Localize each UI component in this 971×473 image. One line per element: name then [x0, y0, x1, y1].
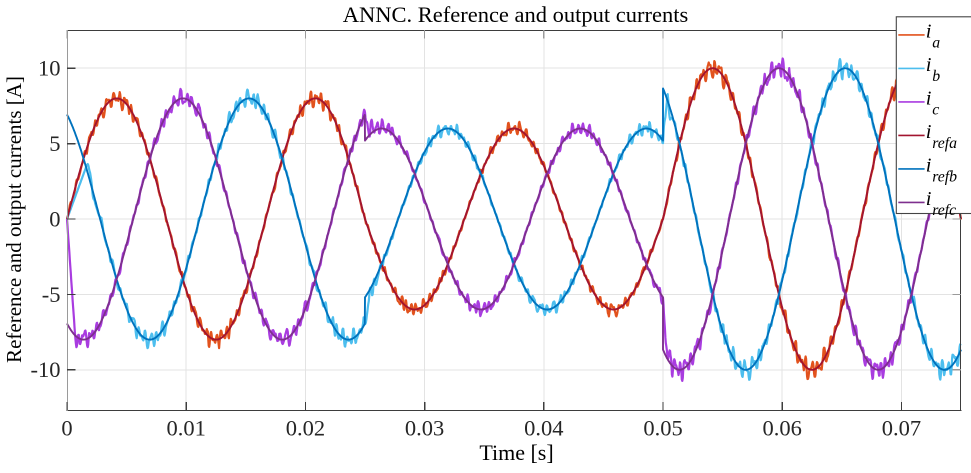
svg-text:0.07: 0.07: [882, 416, 921, 441]
svg-text:ANNC. Reference and output cur: ANNC. Reference and output currents: [343, 2, 689, 27]
svg-text:0.06: 0.06: [763, 416, 802, 441]
svg-text:0.02: 0.02: [286, 416, 325, 441]
svg-text:refb: refb: [932, 168, 957, 185]
svg-text:i: i: [926, 155, 932, 177]
svg-text:i: i: [926, 121, 932, 143]
svg-text:b: b: [932, 68, 940, 85]
svg-text:0.03: 0.03: [405, 416, 444, 441]
svg-text:5: 5: [49, 131, 60, 156]
svg-text:i: i: [926, 188, 932, 210]
svg-text:i: i: [926, 21, 932, 43]
svg-text:i: i: [926, 88, 932, 110]
svg-text:-10: -10: [31, 357, 61, 382]
svg-text:0: 0: [61, 416, 72, 441]
svg-text:i: i: [926, 54, 932, 76]
svg-text:10: 10: [38, 56, 61, 81]
svg-text:a: a: [932, 34, 940, 51]
svg-text:refa: refa: [932, 135, 957, 152]
svg-text:0.05: 0.05: [643, 416, 682, 441]
svg-text:Time [s]: Time [s]: [479, 440, 553, 465]
svg-text:0.01: 0.01: [167, 416, 206, 441]
svg-text:c: c: [932, 101, 939, 118]
svg-text:Reference and output currents: Reference and output currents [A]: [2, 76, 26, 363]
svg-text:-5: -5: [42, 282, 61, 307]
svg-text:0: 0: [49, 206, 60, 231]
svg-text:0.04: 0.04: [524, 416, 563, 441]
svg-text:refc: refc: [932, 202, 956, 219]
